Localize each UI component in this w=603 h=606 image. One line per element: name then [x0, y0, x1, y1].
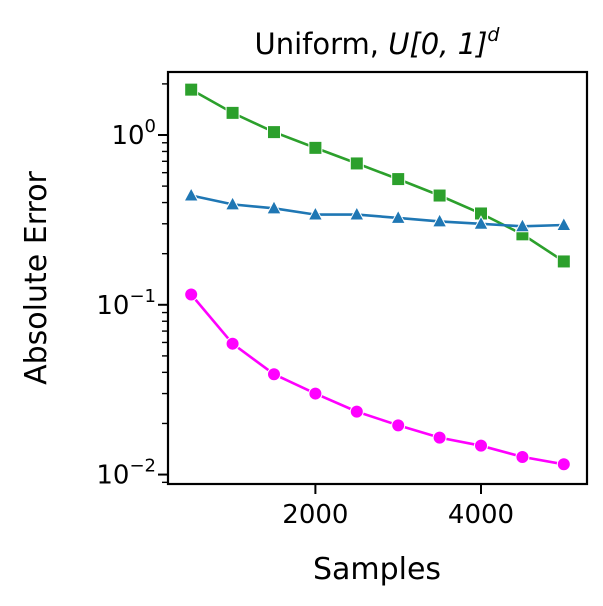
data-point-triangle [473, 215, 489, 230]
y-tick-exponent: −1 [129, 286, 156, 307]
chart-title: Uniform, U[0, 1]d [255, 24, 501, 61]
data-point-circle [515, 449, 530, 464]
data-point-square [556, 254, 571, 269]
data-point-triangle [266, 199, 282, 215]
y-axis-label: Absolute Error [19, 170, 54, 384]
data-point-square [225, 105, 240, 120]
data-point-triangle [224, 195, 241, 211]
data-point-triangle [307, 205, 324, 221]
y-tick-base: 10 [111, 121, 144, 151]
data-point-square [432, 188, 447, 203]
data-point-circle [349, 404, 364, 419]
y-tick-label: 100 [111, 116, 156, 151]
data-point-circle [266, 367, 281, 382]
y-tick-exponent: 0 [145, 116, 156, 137]
data-point-triangle [183, 186, 200, 202]
series-2 [183, 186, 572, 233]
data-point-circle [474, 438, 489, 453]
y-tick-label: 10−2 [96, 456, 156, 491]
plot-frame [166, 70, 589, 486]
data-point-square [184, 82, 199, 97]
data-point-square [391, 172, 406, 187]
data-point-circle [556, 457, 571, 472]
data-point-circle [184, 287, 199, 302]
chart-title-math: U[0, 1] [388, 27, 487, 61]
x-axis-label: Samples [313, 552, 441, 587]
data-point-circle [391, 418, 406, 433]
data-point-circle [308, 386, 323, 401]
chart-title-prefix: Uniform, [255, 27, 389, 61]
data-point-triangle [348, 205, 365, 221]
data-point-square [266, 125, 281, 140]
y-tick-exponent: −2 [129, 456, 156, 477]
data-point-square [308, 140, 323, 155]
series-layer [183, 82, 572, 472]
data-point-square [349, 156, 364, 171]
data-point-circle [432, 430, 447, 445]
series-3 [184, 287, 571, 472]
y-tick-base: 10 [96, 461, 129, 491]
y-tick-base: 10 [96, 291, 129, 321]
series-line [190, 293, 565, 466]
y-tick-label: 10−1 [96, 286, 156, 321]
data-point-triangle [514, 217, 531, 233]
plot-background [168, 72, 587, 484]
data-point-triangle [431, 212, 448, 228]
data-point-circle [225, 336, 240, 351]
chart-title-exponent: d [487, 24, 500, 46]
series-line [190, 194, 564, 228]
x-tick-label: 4000 [448, 500, 514, 530]
x-tick-label: 2000 [282, 500, 348, 530]
data-point-triangle [390, 209, 407, 224]
data-point-triangle [555, 216, 572, 232]
